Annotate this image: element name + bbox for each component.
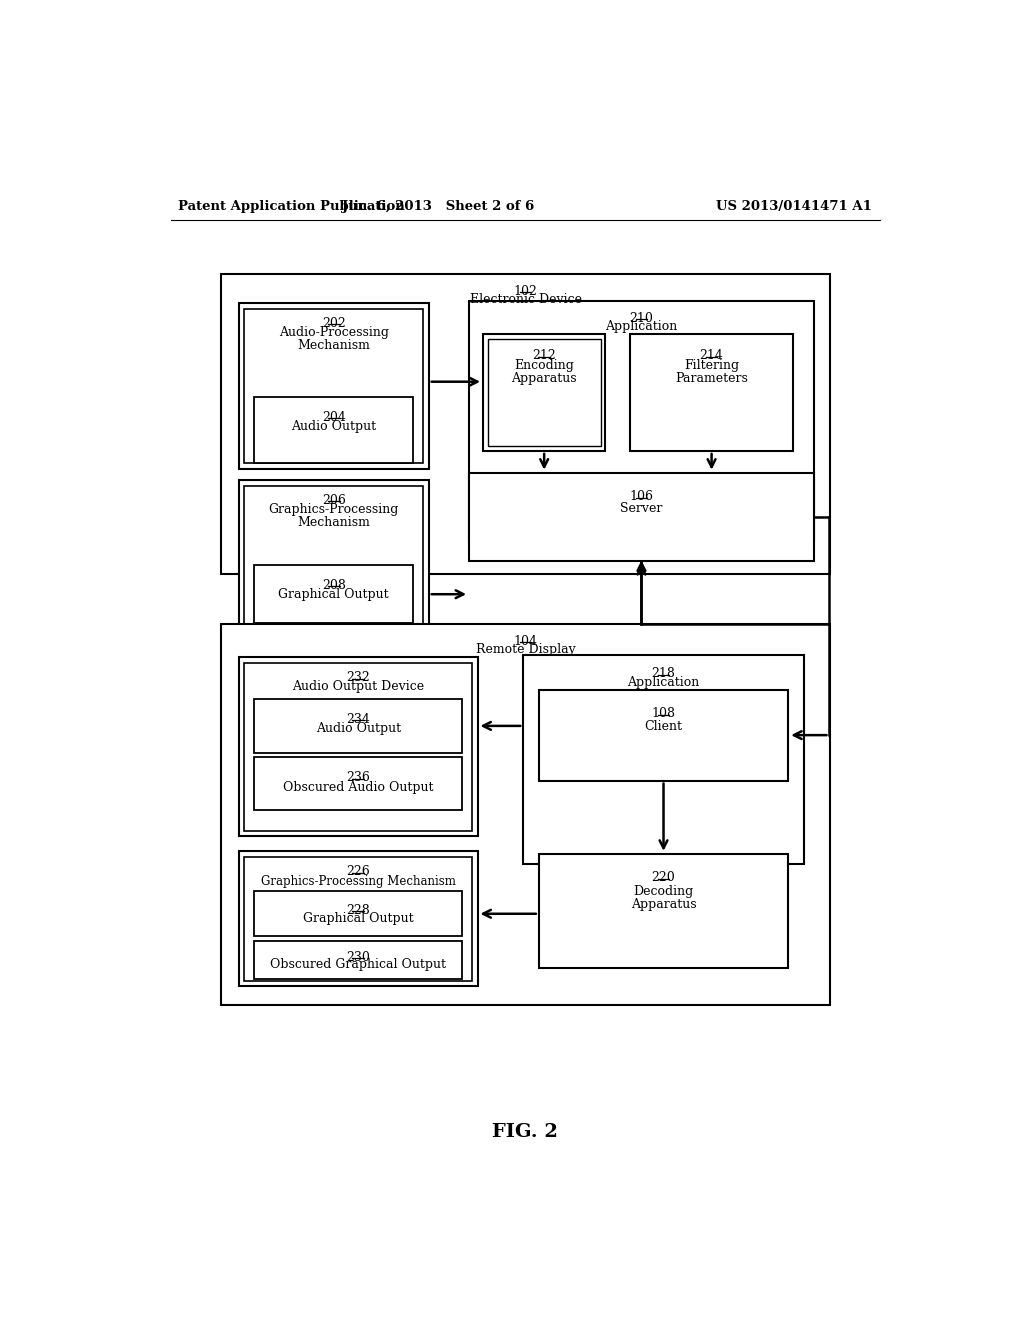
Text: 104: 104: [514, 635, 538, 648]
Text: 102: 102: [514, 285, 538, 298]
Text: 108: 108: [651, 708, 676, 721]
Text: Obscured Audio Output: Obscured Audio Output: [283, 780, 433, 793]
Bar: [483, 334, 605, 451]
Bar: [254, 941, 462, 979]
Bar: [245, 309, 423, 463]
Bar: [254, 397, 414, 462]
Text: Mechanism: Mechanism: [297, 516, 371, 529]
Text: 212: 212: [532, 350, 556, 363]
Text: Patent Application Publication: Patent Application Publication: [178, 199, 406, 213]
Text: Graphical Output: Graphical Output: [279, 589, 389, 601]
Bar: [539, 854, 788, 968]
Text: 210: 210: [630, 312, 653, 325]
Text: Jun. 6, 2013   Sheet 2 of 6: Jun. 6, 2013 Sheet 2 of 6: [342, 199, 535, 213]
Text: Audio Output: Audio Output: [315, 722, 400, 735]
Text: Decoding: Decoding: [634, 884, 693, 898]
Bar: [254, 891, 462, 936]
Text: FIG. 2: FIG. 2: [492, 1123, 558, 1142]
Text: Client: Client: [644, 721, 683, 734]
Text: Application: Application: [605, 321, 678, 333]
Text: Graphics-Processing: Graphics-Processing: [268, 503, 399, 516]
Text: 204: 204: [322, 411, 346, 424]
Bar: [239, 657, 477, 836]
Text: Remote Display: Remote Display: [476, 644, 575, 656]
Bar: [245, 857, 472, 981]
Bar: [487, 339, 601, 446]
Text: Apparatus: Apparatus: [511, 372, 577, 385]
Bar: [239, 480, 429, 631]
Bar: [523, 655, 804, 865]
Text: 228: 228: [346, 904, 370, 917]
Text: 234: 234: [346, 713, 370, 726]
Bar: [221, 275, 830, 574]
Bar: [221, 624, 830, 1006]
Text: 220: 220: [651, 871, 676, 884]
Bar: [254, 565, 414, 623]
Text: Audio-Processing: Audio-Processing: [279, 326, 389, 339]
Text: Electronic Device: Electronic Device: [470, 293, 582, 306]
Text: 208: 208: [322, 579, 346, 591]
Text: 106: 106: [630, 490, 653, 503]
Text: Audio Output Device: Audio Output Device: [292, 681, 424, 693]
Bar: [239, 851, 477, 986]
Bar: [245, 663, 472, 830]
Text: 230: 230: [346, 950, 370, 964]
Text: 232: 232: [346, 672, 370, 684]
Text: Server: Server: [621, 502, 663, 515]
Bar: [469, 473, 814, 561]
Text: Filtering: Filtering: [684, 359, 739, 372]
Text: Parameters: Parameters: [675, 372, 748, 385]
Text: US 2013/0141471 A1: US 2013/0141471 A1: [716, 199, 872, 213]
Bar: [245, 486, 423, 626]
Text: 236: 236: [346, 771, 370, 784]
Text: Graphical Output: Graphical Output: [303, 912, 414, 925]
Text: Mechanism: Mechanism: [297, 339, 371, 352]
Text: Apparatus: Apparatus: [631, 899, 696, 911]
Text: Encoding: Encoding: [514, 359, 574, 372]
Bar: [254, 700, 462, 752]
Text: Application: Application: [628, 676, 699, 689]
Text: 226: 226: [346, 866, 370, 878]
Text: 202: 202: [322, 317, 346, 330]
Bar: [254, 758, 462, 810]
Text: 214: 214: [699, 350, 724, 363]
Text: Graphics-Processing Mechanism: Graphics-Processing Mechanism: [261, 874, 456, 887]
Bar: [539, 689, 788, 780]
Text: Audio Output: Audio Output: [291, 420, 377, 433]
Text: 218: 218: [651, 668, 676, 680]
Text: 206: 206: [322, 494, 346, 507]
Bar: [239, 304, 429, 469]
Text: Obscured Graphical Output: Obscured Graphical Output: [270, 958, 446, 972]
Bar: [630, 334, 793, 451]
Bar: [469, 301, 814, 541]
